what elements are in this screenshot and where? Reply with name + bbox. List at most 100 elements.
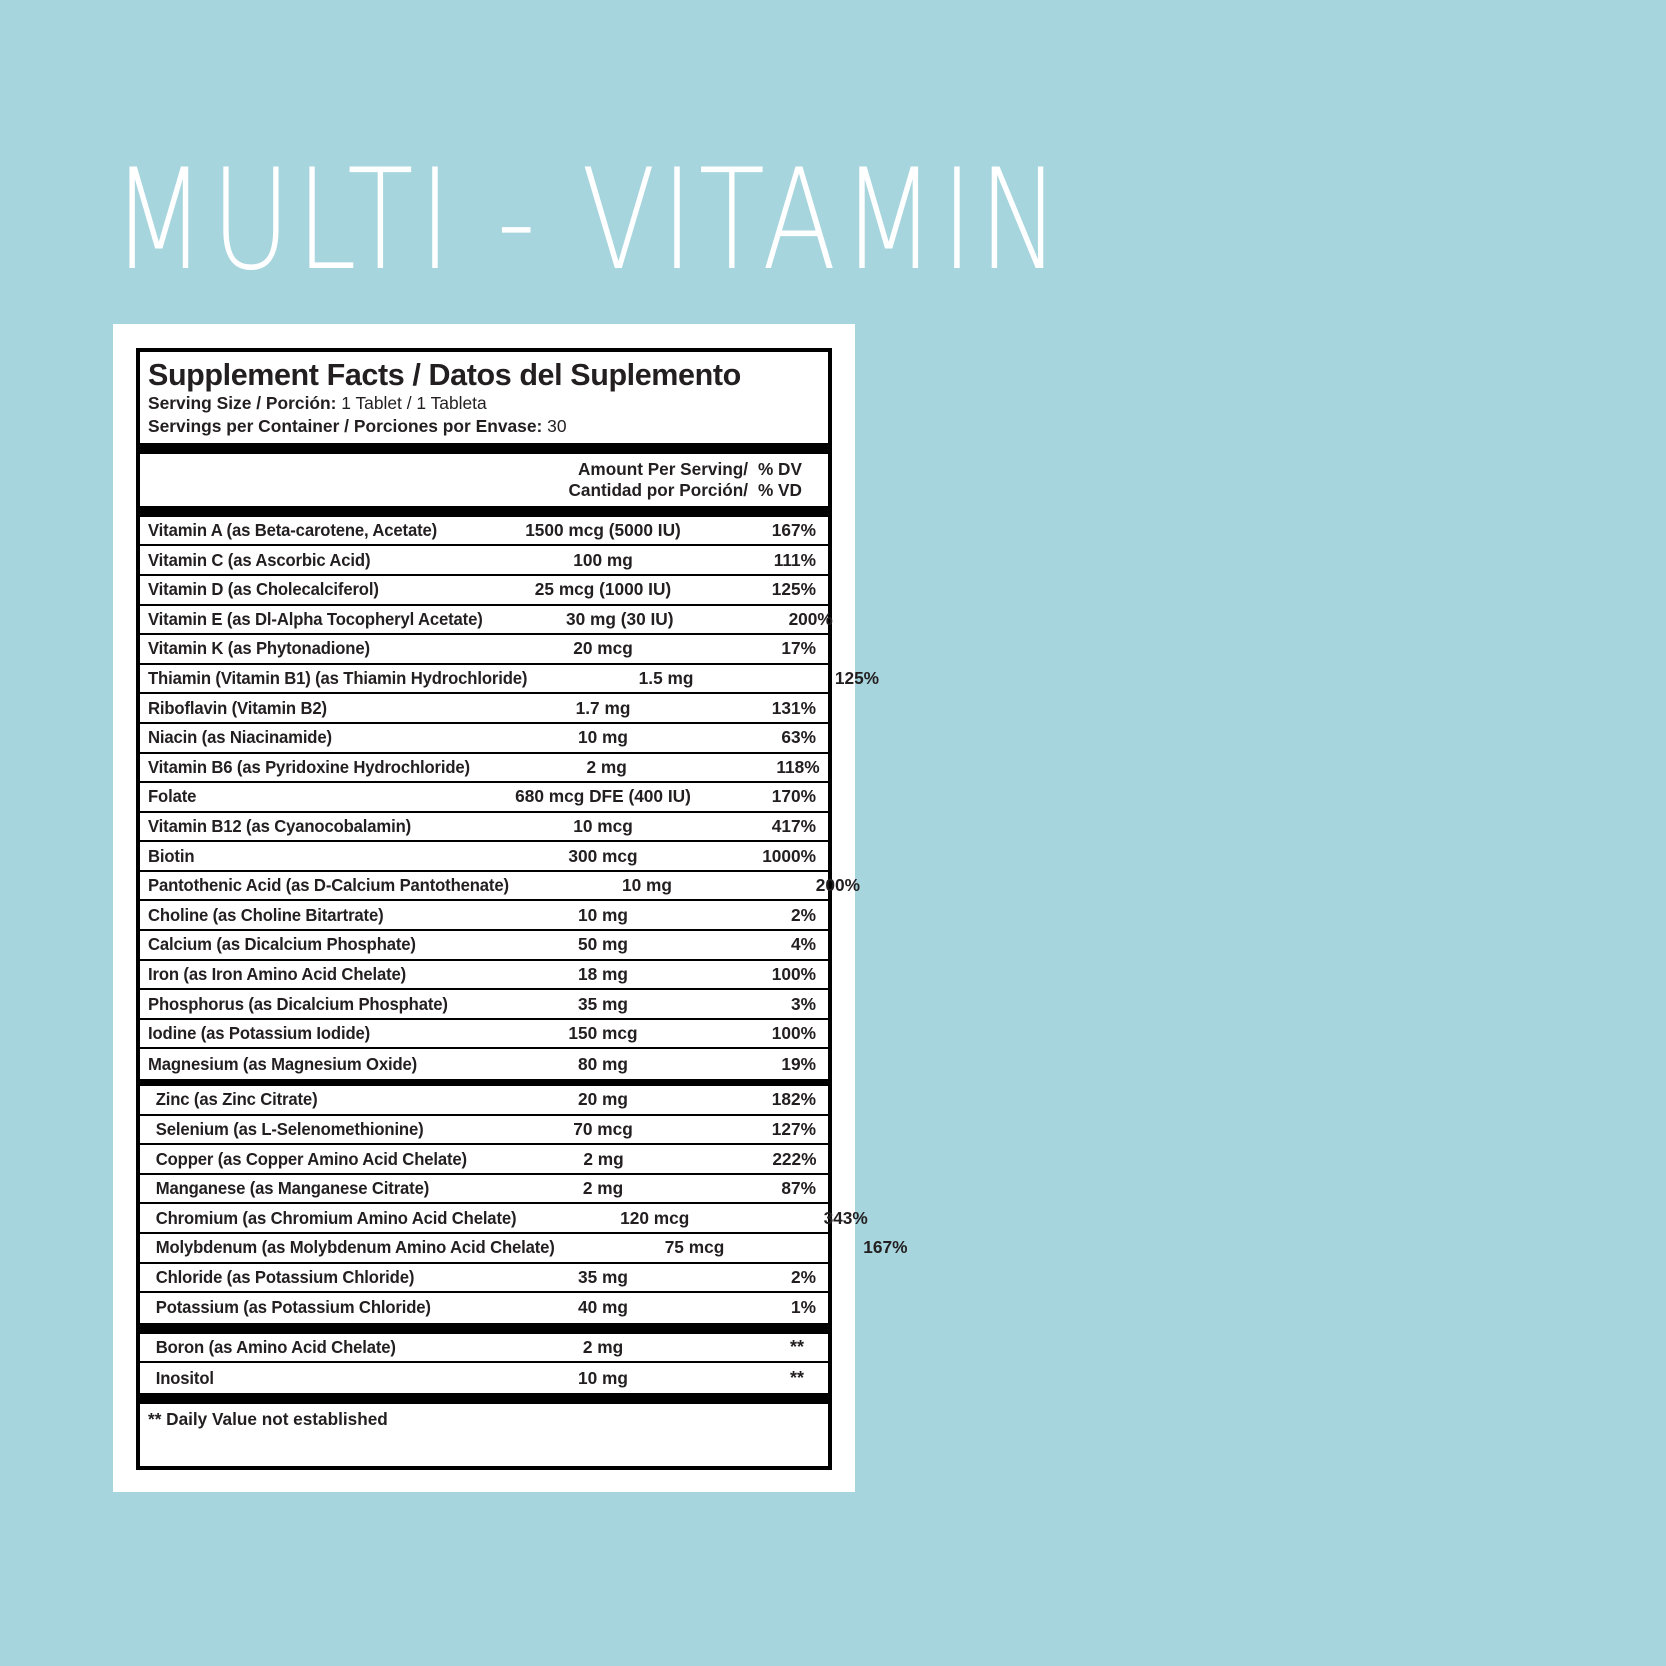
nutrient-name: Choline (as Choline Bitartrate) bbox=[148, 904, 384, 925]
nutrient-name: Potassium (as Potassium Chloride) bbox=[155, 1297, 431, 1318]
nutrient-row: Iodine (as Potassium Iodide) 150 mcg 100% bbox=[140, 1020, 828, 1050]
serving-size-label: Serving Size / Porción: bbox=[148, 393, 337, 414]
nutrient-amount: 10 mg bbox=[578, 1367, 628, 1388]
nutrient-row: Thiamin (Vitamin B1) (as Thiamin Hydroch… bbox=[140, 665, 879, 695]
nutrient-daily-value: 127% bbox=[771, 1118, 816, 1139]
nutrient-daily-value: 222% bbox=[772, 1148, 817, 1169]
nutrient-daily-value: 2% bbox=[791, 904, 816, 925]
serving-size-line: Serving Size / Porción: 1 Tablet / 1 Tab… bbox=[148, 392, 820, 415]
nutrient-amount: 40 mg bbox=[578, 1297, 628, 1318]
nutrient-name: Manganese (as Manganese Citrate) bbox=[155, 1178, 430, 1199]
nutrient-name: Biotin bbox=[148, 845, 195, 866]
nutrient-daily-value: 343% bbox=[823, 1207, 868, 1228]
servings-per-container-line: Servings per Container / Porciones por E… bbox=[148, 415, 820, 438]
nutrient-amount: 70 mcg bbox=[573, 1118, 633, 1139]
nutrient-row: Vitamin D (as Cholecalciferol) 25 mcg (10… bbox=[140, 576, 828, 606]
nutrient-name: Magnesium (as Magnesium Oxide) bbox=[148, 1053, 418, 1074]
nutrient-daily-value: 170% bbox=[771, 786, 816, 807]
nutrient-row: Niacin (as Niacinamide) 10 mg 63% bbox=[140, 724, 828, 754]
nutrient-name: Calcium (as Dicalcium Phosphate) bbox=[148, 934, 416, 955]
nutrient-daily-value: 125% bbox=[834, 668, 880, 689]
nutrient-daily-value: 100% bbox=[771, 1023, 816, 1044]
nutrient-daily-value: 200% bbox=[815, 875, 860, 896]
nutrient-name: Folate bbox=[148, 786, 197, 807]
rule-below-header bbox=[140, 443, 828, 455]
nutrient-daily-value: 2% bbox=[791, 1266, 816, 1287]
nutrient-row: Choline (as Choline Bitartrate) 10 mg 2% bbox=[140, 901, 828, 932]
nutrient-row: Phosphorus (as Dicalcium Phosphate) 35 mg… bbox=[140, 990, 828, 1020]
nutrient-daily-value: 1% bbox=[791, 1297, 816, 1318]
nutrient-row: Pantothenic Acid (as D-Calcium Pantothen… bbox=[140, 872, 860, 902]
nutrient-name: Vitamin B6 (as Pyridoxine Hydrochloride) bbox=[148, 756, 470, 777]
nutrient-row: Copper (as Copper Amino Acid Chelate) 2 m… bbox=[140, 1145, 828, 1175]
rule-between-group-1-and-2 bbox=[140, 1322, 828, 1334]
nutrient-group-vitamins: Vitamin A (as Beta-carotene, Acetate) 150… bbox=[140, 517, 879, 1079]
nutrient-row: Biotin 300 mcg 1000% bbox=[140, 842, 828, 872]
nutrient-row: Magnesium (as Magnesium Oxide) 80 mg 19% bbox=[140, 1049, 828, 1079]
nutrient-daily-value: ** bbox=[789, 1367, 804, 1388]
nutrient-amount: 10 mg bbox=[621, 875, 672, 896]
nutrient-amount: 80 mg bbox=[578, 1053, 628, 1074]
nutrient-group-other: Boron (as Amino Acid Chelate) 2 mg ** Inosi… bbox=[140, 1334, 828, 1393]
nutrient-name: Chloride (as Potassium Chloride) bbox=[155, 1266, 415, 1287]
nutrient-amount: 18 mg bbox=[578, 963, 628, 984]
nutrient-name: Selenium (as L-Selenomethionine) bbox=[155, 1118, 424, 1139]
amount-column-header-es: Cantidad por Porción/ bbox=[568, 480, 748, 501]
nutrient-amount: 2 mg bbox=[583, 1148, 624, 1169]
nutrient-amount: 35 mg bbox=[578, 1266, 628, 1287]
nutrient-amount: 2 mg bbox=[586, 756, 627, 777]
nutrient-daily-value: 19% bbox=[781, 1053, 816, 1074]
footnote-daily-value: ** Daily Value not established bbox=[148, 1408, 388, 1429]
nutrient-row: Vitamin B6 (as Pyridoxine Hydrochloride)… bbox=[140, 754, 828, 784]
nutrient-name: Vitamin K (as Phytonadione) bbox=[148, 638, 370, 659]
nutrient-daily-value: 17% bbox=[781, 638, 816, 659]
nutrient-row: Vitamin C (as Ascorbic Acid) 100 mg 111% bbox=[140, 546, 828, 576]
servings-per-container-label: Servings per Container / Porciones por E… bbox=[148, 416, 543, 437]
nutrient-row: Zinc (as Zinc Citrate) 20 mg 182% bbox=[140, 1086, 828, 1116]
nutrient-group-trace-minerals: Zinc (as Zinc Citrate) 20 mg 182% Selenium … bbox=[140, 1086, 907, 1323]
nutrient-name: Vitamin E (as Dl-Alpha Tocopheryl Acetat… bbox=[148, 608, 483, 629]
nutrient-name: Vitamin C (as Ascorbic Acid) bbox=[148, 549, 371, 570]
nutrient-row: Molybdenum (as Molybdenum Amino Acid Che… bbox=[140, 1234, 907, 1264]
panel-bottom-spacer bbox=[140, 1434, 828, 1466]
nutrient-name: Phosphorus (as Dicalcium Phosphate) bbox=[148, 993, 448, 1014]
nutrient-row: Potassium (as Potassium Chloride) 40 mg 1% bbox=[140, 1293, 828, 1323]
supplement-facts-card: Supplement Facts / Datos del Suplemento … bbox=[113, 324, 907, 1492]
supplement-facts-title: Supplement Facts / Datos del Suplemento bbox=[148, 358, 741, 392]
nutrient-name: Thiamin (Vitamin B1) (as Thiamin Hydroch… bbox=[148, 668, 528, 689]
nutrient-daily-value: 167% bbox=[863, 1237, 908, 1258]
column-headers: Amount Per Serving/ Cantidad por Porción… bbox=[140, 454, 828, 506]
supplement-facts-panel: Supplement Facts / Datos del Suplemento … bbox=[136, 348, 907, 1470]
nutrient-amount: 10 mg bbox=[578, 904, 628, 925]
nutrient-amount: 25 mcg (1000 IU) bbox=[534, 579, 672, 600]
nutrient-name: Pantothenic Acid (as D-Calcium Pantothen… bbox=[148, 875, 509, 896]
nutrient-row: Riboflavin (Vitamin B2) 1.7 mg 131% bbox=[140, 694, 828, 724]
nutrient-row: Vitamin B12 (as Cyanocobalamin) 10 mcg 417… bbox=[140, 813, 828, 843]
nutrient-amount: 35 mg bbox=[578, 993, 628, 1014]
nutrient-amount: 20 mcg bbox=[573, 638, 633, 659]
nutrient-row: Manganese (as Manganese Citrate) 2 mg 87% bbox=[140, 1175, 828, 1205]
nutrient-name: Niacin (as Niacinamide) bbox=[148, 727, 332, 748]
nutrient-daily-value: 63% bbox=[781, 727, 816, 748]
nutrient-daily-value: 100% bbox=[771, 963, 816, 984]
nutrient-name: Vitamin A (as Beta-carotene, Acetate) bbox=[148, 520, 438, 541]
nutrient-daily-value: ** bbox=[789, 1337, 804, 1358]
nutrient-name: Copper (as Copper Amino Acid Chelate) bbox=[155, 1148, 467, 1169]
nutrient-daily-value: 111% bbox=[773, 549, 816, 570]
nutrient-amount: 75 mcg bbox=[664, 1237, 725, 1258]
nutrient-row: Iron (as Iron Amino Acid Chelate) 18 mg 10… bbox=[140, 961, 828, 991]
amount-column-header: Amount Per Serving/ Cantidad por Porción… bbox=[568, 459, 748, 502]
nutrient-name: Boron (as Amino Acid Chelate) bbox=[155, 1337, 396, 1358]
nutrient-amount: 2 mg bbox=[582, 1337, 624, 1358]
nutrient-amount: 20 mg bbox=[578, 1089, 628, 1110]
nutrient-name: Riboflavin (Vitamin B2) bbox=[148, 697, 327, 718]
nutrient-daily-value: 4% bbox=[791, 934, 816, 955]
nutrient-amount: 2 mg bbox=[582, 1178, 624, 1199]
nutrient-daily-value: 167% bbox=[771, 520, 816, 541]
nutrient-daily-value: 87% bbox=[781, 1178, 816, 1199]
nutrient-amount: 10 mg bbox=[578, 727, 628, 748]
nutrient-row: Chromium (as Chromium Amino Acid Chelate… bbox=[140, 1204, 868, 1234]
nutrient-amount: 150 mcg bbox=[568, 1023, 638, 1044]
nutrient-name: Molybdenum (as Molybdenum Amino Acid Che… bbox=[155, 1237, 555, 1258]
dv-column-header: % DV % VD bbox=[748, 459, 820, 502]
